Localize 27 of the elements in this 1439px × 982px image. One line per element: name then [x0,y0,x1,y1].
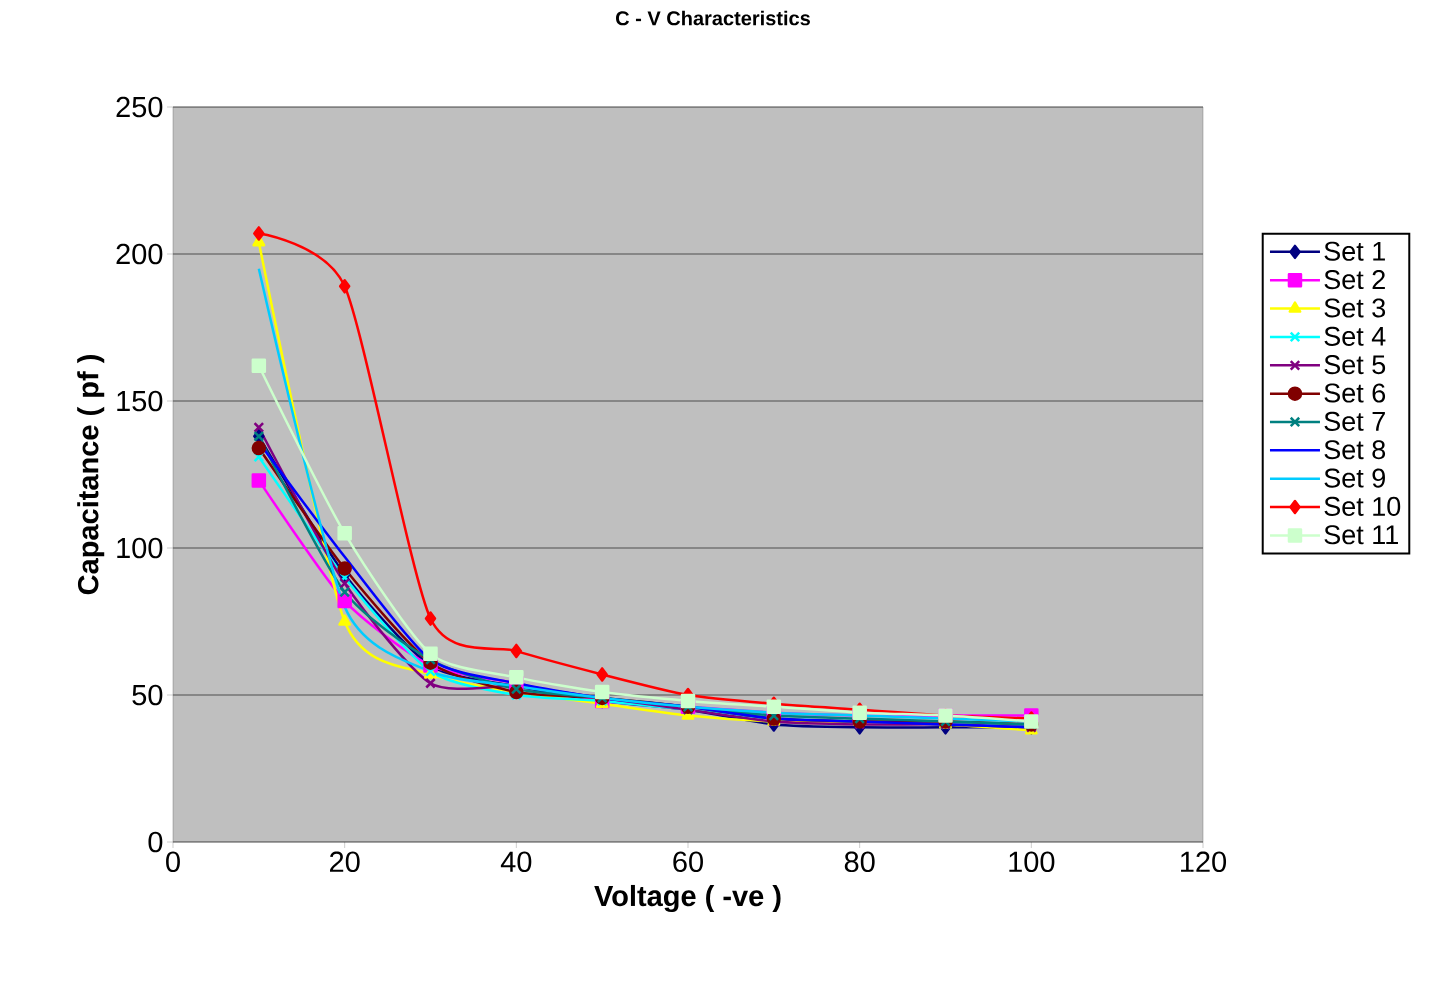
y-tick-label: 100 [117,537,163,559]
legend-label: Set 8 [1324,440,1386,460]
legend-label: Set 11 [1324,525,1398,545]
x-axis-title: Voltage ( -ve ) [594,884,781,913]
legend-label: Set 6 [1324,383,1386,403]
legend-label: Set 10 [1324,496,1401,516]
legend-label: Set 3 [1324,298,1386,318]
legend-label: Set 4 [1324,326,1386,346]
y-tick-label: 250 [116,96,163,118]
legend-label: Set 1 [1324,241,1385,261]
legend-label: Set 5 [1324,355,1386,375]
y-tick-label: 200 [116,243,163,265]
legend-label: Set 7 [1324,411,1385,431]
x-tick-label: 40 [500,851,532,873]
x-tick-label: 0 [166,851,180,873]
x-tick-label: 120 [1181,851,1227,873]
y-tick-label: 50 [132,684,163,706]
legend-label: Set 2 [1324,270,1385,290]
y-axis-title: Capacitance ( pf ) [77,355,105,595]
x-tick-label: 20 [330,851,360,873]
x-tick-label: 80 [844,851,875,873]
y-tick-label: 150 [117,390,163,412]
x-tick-label: 60 [673,851,703,873]
x-tick-label: 100 [1009,851,1055,873]
chart-title: C - V Characteristics [616,10,810,26]
y-tick-label: 0 [148,831,163,853]
legend-label: Set 9 [1324,468,1385,488]
